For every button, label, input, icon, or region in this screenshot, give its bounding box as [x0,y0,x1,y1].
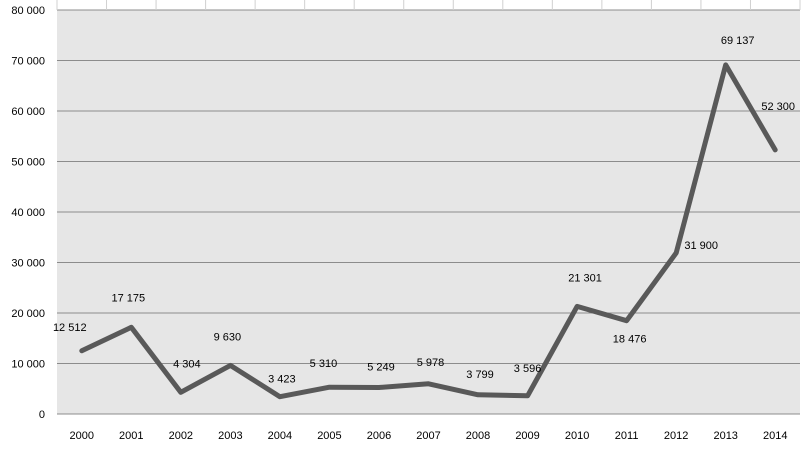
x-tick-label: 2010 [565,430,589,442]
series-line [79,62,778,400]
data-label: 52 300 [761,101,795,113]
gridlines [56,0,801,415]
y-axis: 0 10 000 20 000 30 000 40 000 50 000 60 000 70 … [11,5,45,421]
y-tick-label: 10 000 [11,359,45,371]
x-tick-label: 2002 [169,430,193,442]
x-tick-label: 2012 [664,430,688,442]
y-tick-label: 50 000 [11,157,45,169]
data-label: 5 310 [310,358,338,370]
x-tick-label: 2007 [416,430,440,442]
x-tick-label: 2013 [713,430,737,442]
data-label: 5 978 [417,357,445,369]
data-label: 12 512 [53,322,87,334]
x-tick-label: 2008 [466,430,490,442]
y-tick-label: 40 000 [11,207,45,219]
data-label: 17 175 [111,292,145,304]
y-tick-label: 20 000 [11,308,45,320]
data-label: 31 900 [684,240,718,252]
data-label: 18 476 [613,334,647,346]
x-tick-label: 2001 [119,430,143,442]
data-label: 69 137 [721,35,755,47]
x-tick-label: 2005 [317,430,341,442]
x-tick-label: 2004 [268,430,292,442]
x-tick-label: 2014 [763,430,787,442]
y-tick-label: 30 000 [11,258,45,270]
data-labels: 12 512 17 175 4 304 9 630 3 423 5 310 5 249 5 9… [53,35,795,386]
data-label: 4 304 [173,358,201,370]
x-tick-label: 2006 [367,430,391,442]
data-label: 3 596 [514,363,542,375]
data-label: 21 301 [568,272,602,284]
data-label: 3 799 [466,369,494,381]
y-tick-label: 60 000 [11,106,45,118]
y-tick-label: 70 000 [11,56,45,68]
data-label: 5 249 [367,361,395,373]
data-label: 9 630 [214,331,242,343]
y-tick-label: 0 [39,409,45,421]
data-label: 3 423 [268,374,296,386]
x-axis: 2000 2001 2002 2003 2004 2005 2006 2007 2008 2009… [70,430,788,442]
x-tick-label: 2003 [218,430,242,442]
x-tick-label: 2000 [70,430,94,442]
x-tick-label: 2009 [515,430,539,442]
x-tick-label: 2011 [615,430,639,442]
y-tick-label: 80 000 [11,5,45,17]
